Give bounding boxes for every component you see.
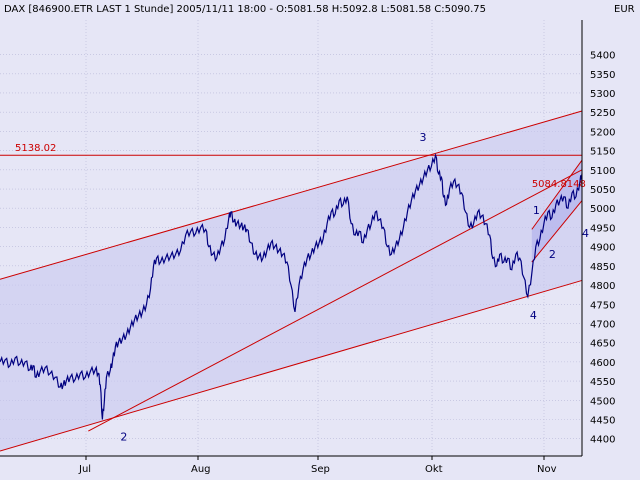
x-tick-label: Okt [425, 464, 443, 475]
wave-label: 2 [120, 431, 127, 444]
horizontal-levels: 5138.02 [0, 143, 582, 156]
level-label: 5138.02 [15, 143, 56, 154]
y-tick-label: 4400 [590, 435, 615, 446]
annotations: 2 3 1 2 4 4 5084.8148 [120, 131, 589, 444]
x-tick-label: Nov [537, 464, 557, 475]
y-axis: 4400 4450 4500 4550 4600 4650 4700 4750 4800 4850… [581, 20, 615, 456]
trend-line-inner-support [88, 169, 583, 432]
wave-label: 4 [530, 309, 537, 322]
price-series-line [0, 152, 583, 420]
y-tick-label: 5400 [590, 51, 615, 62]
x-tick-label: Sep [311, 464, 330, 475]
y-tick-label: 5200 [590, 127, 615, 138]
trend-line-lower-channel [0, 279, 583, 452]
currency-label: EUR [614, 4, 635, 15]
x-tick-label: Jul [78, 464, 91, 475]
y-tick-label: 5100 [590, 166, 615, 177]
y-tick-label: 4550 [590, 377, 615, 388]
y-tick-label: 4800 [590, 281, 615, 292]
y-tick-label: 4950 [590, 223, 615, 234]
y-tick-label: 5350 [590, 70, 615, 81]
y-tick-label: 4850 [590, 262, 615, 273]
wave-label: 1 [533, 204, 540, 217]
wave-label: 4 [582, 227, 589, 240]
y-tick-label: 5250 [590, 108, 615, 119]
y-tick-label: 4500 [590, 396, 615, 407]
wedge-fill [531, 160, 582, 263]
y-tick-label: 5050 [590, 185, 615, 196]
y-tick-label: 4450 [590, 416, 615, 427]
y-tick-label: 5000 [590, 204, 615, 215]
price-annotation: 5084.8148 [532, 179, 586, 190]
trend-line-upper-channel [0, 110, 583, 280]
y-tick-label: 4900 [590, 243, 615, 254]
trend-line-wedge-lower [531, 200, 583, 263]
trend-line-wedge-upper [531, 159, 583, 230]
chart-title: DAX [846900.ETR LAST 1 Stunde] 2005/11/1… [4, 4, 486, 15]
y-tick-label: 4700 [590, 319, 615, 330]
channel-fill [0, 111, 582, 452]
y-tick-label: 4750 [590, 300, 615, 311]
x-tick-label: Aug [191, 464, 211, 475]
wave-label: 3 [419, 131, 426, 144]
y-tick-label: 5300 [590, 89, 615, 100]
y-tick-label: 4650 [590, 339, 615, 350]
y-tick-label: 4600 [590, 358, 615, 369]
y-tick-label: 5150 [590, 147, 615, 158]
trend-lines [0, 110, 583, 452]
x-axis: Jul Aug Sep Okt Nov [0, 455, 582, 475]
wave-label: 2 [549, 248, 556, 261]
